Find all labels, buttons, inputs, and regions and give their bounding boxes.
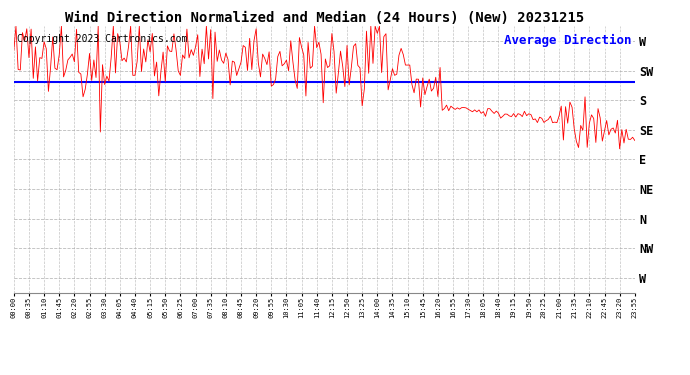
Text: Average Direction: Average Direction [504,34,632,47]
Text: Copyright 2023 Cartronics.com: Copyright 2023 Cartronics.com [17,34,187,44]
Title: Wind Direction Normalized and Median (24 Hours) (New) 20231215: Wind Direction Normalized and Median (24… [65,11,584,25]
